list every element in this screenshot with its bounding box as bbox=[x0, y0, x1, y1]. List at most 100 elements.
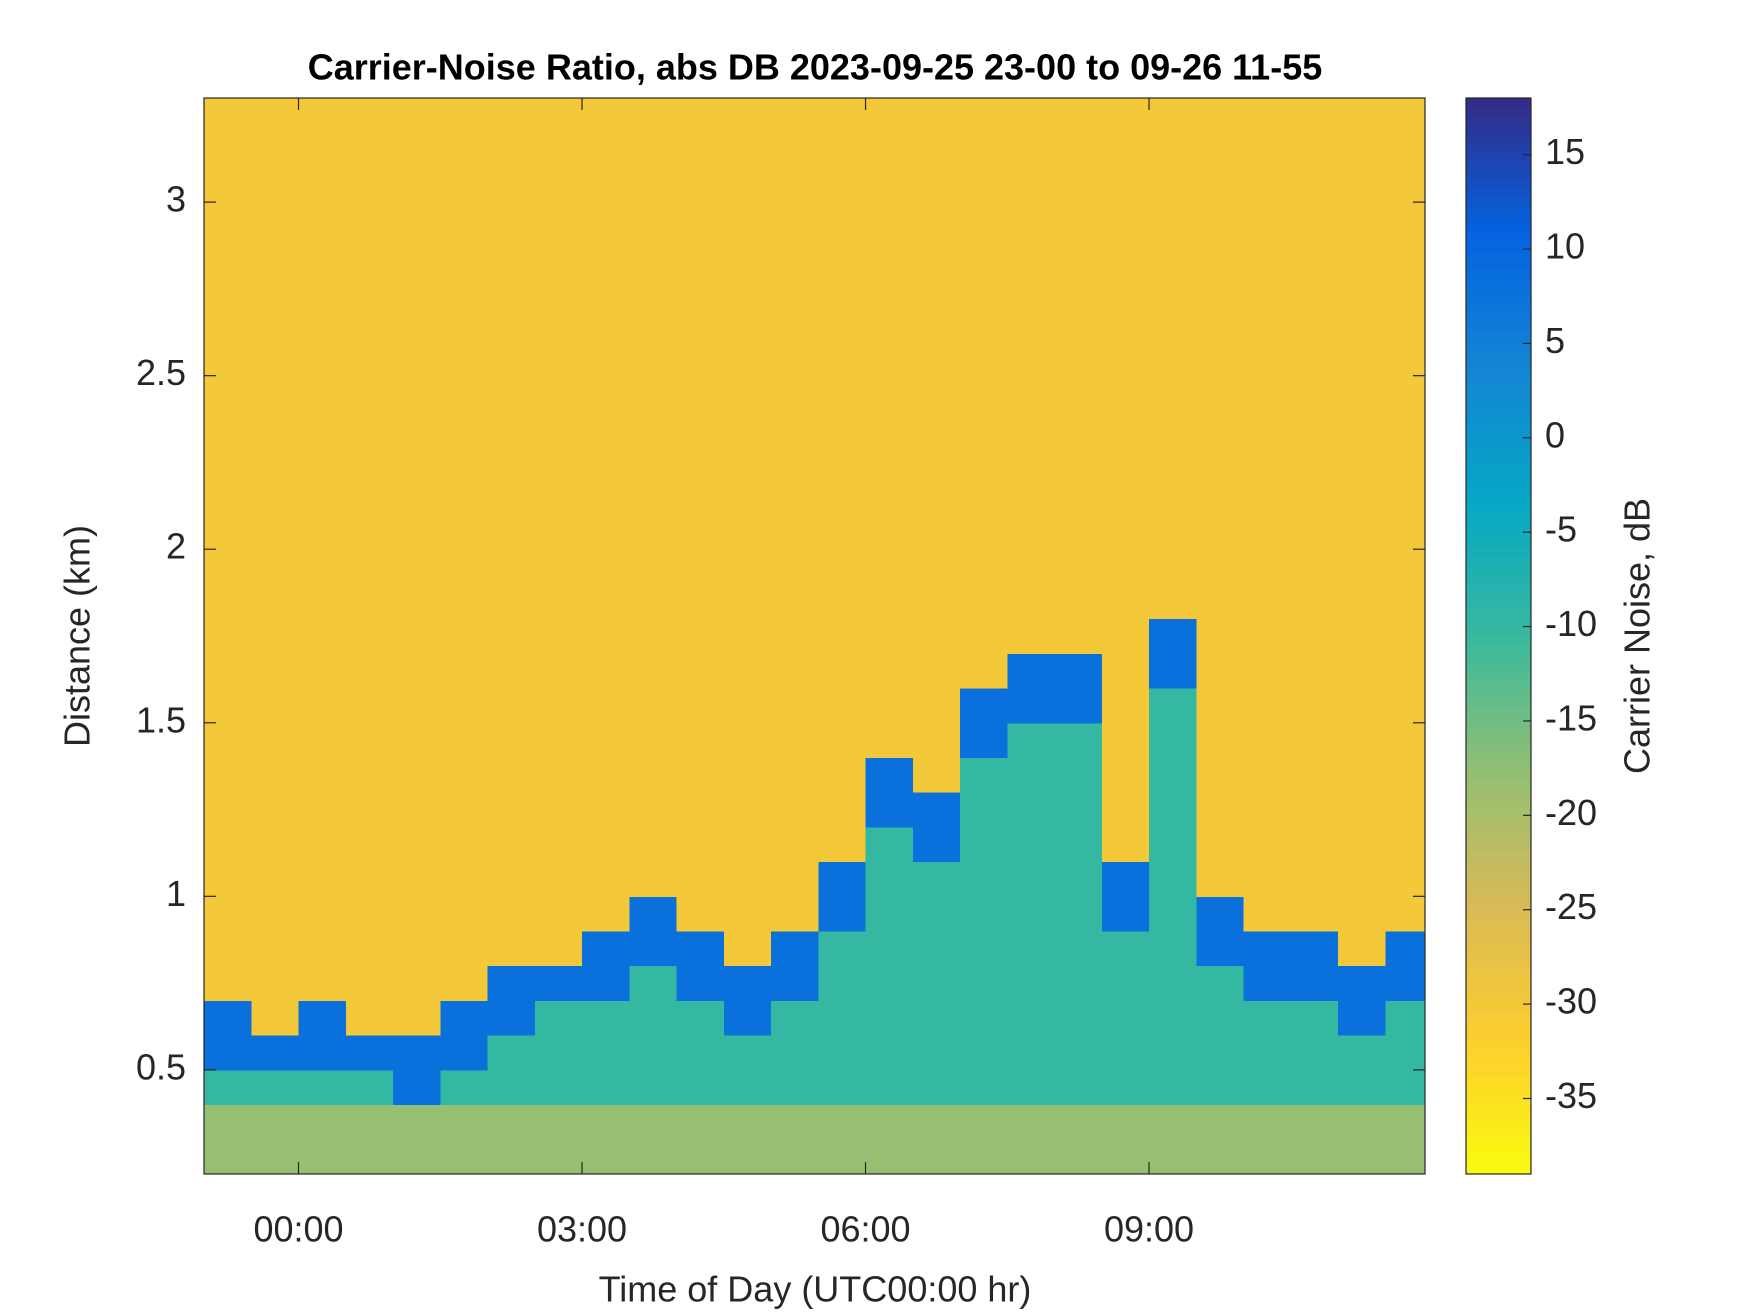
y-tick-label: 3 bbox=[166, 179, 186, 220]
heatmap-cell bbox=[629, 514, 678, 550]
heatmap-cell bbox=[629, 1139, 678, 1175]
heatmap-cell bbox=[251, 931, 300, 967]
heatmap-cell bbox=[1243, 98, 1292, 516]
heatmap-cell bbox=[912, 896, 961, 932]
heatmap-cell bbox=[771, 792, 819, 828]
heatmap-cell bbox=[1290, 688, 1339, 724]
heatmap-cell bbox=[345, 653, 394, 689]
heatmap-cell bbox=[771, 1069, 819, 1106]
colorbar-strip bbox=[1466, 241, 1531, 252]
heatmap-cell bbox=[1290, 98, 1339, 516]
heatmap-cell bbox=[1149, 826, 1197, 863]
heatmap-cell bbox=[582, 722, 630, 758]
heatmap-cell bbox=[204, 514, 252, 550]
colorbar-strip bbox=[1466, 815, 1531, 825]
heatmap-cell bbox=[960, 722, 1008, 758]
heatmap-cell bbox=[487, 98, 536, 516]
colorbar-strip bbox=[1466, 976, 1531, 987]
heatmap-cell bbox=[676, 1000, 725, 1036]
heatmap-cell bbox=[440, 1035, 489, 1071]
heatmap-cell bbox=[440, 965, 489, 1001]
heatmap-cell bbox=[487, 653, 536, 689]
heatmap-cell bbox=[1290, 1104, 1339, 1140]
heatmap-cell bbox=[298, 583, 347, 620]
colorbar-strip bbox=[1466, 1102, 1531, 1112]
heatmap-cell bbox=[204, 896, 252, 932]
heatmap-cell bbox=[204, 688, 252, 724]
heatmap-cell bbox=[345, 826, 394, 863]
heatmap-cell bbox=[1290, 896, 1339, 932]
heatmap-cell bbox=[1290, 1139, 1339, 1175]
colorbar-strip bbox=[1466, 600, 1531, 610]
heatmap-cell bbox=[818, 1035, 867, 1071]
heatmap-cell bbox=[676, 549, 725, 585]
heatmap-cell bbox=[1243, 653, 1292, 689]
heatmap-cell bbox=[912, 792, 961, 828]
heatmap-cell bbox=[487, 722, 536, 758]
colorbar-strip bbox=[1466, 905, 1531, 915]
colorbar-tick-label: -5 bbox=[1545, 509, 1577, 550]
heatmap-cell bbox=[251, 1035, 300, 1071]
heatmap-cell bbox=[1385, 1104, 1426, 1140]
colorbar-strip bbox=[1466, 214, 1531, 225]
colorbar-strip bbox=[1466, 967, 1531, 978]
heatmap-cell bbox=[298, 861, 347, 897]
heatmap-cell bbox=[1196, 1035, 1245, 1071]
colorbar-strip bbox=[1466, 510, 1531, 521]
heatmap-cell bbox=[298, 653, 347, 689]
heatmap-cell bbox=[1101, 1104, 1150, 1140]
heatmap-cell bbox=[487, 618, 536, 654]
heatmap-cell bbox=[818, 896, 867, 932]
heatmap-cell bbox=[345, 98, 394, 516]
heatmap-cell bbox=[1338, 549, 1386, 585]
heatmap-cell bbox=[865, 861, 914, 897]
heatmap-cell bbox=[629, 1104, 678, 1140]
heatmap-cell bbox=[723, 98, 772, 516]
heatmap-cell bbox=[960, 931, 1008, 967]
heatmap-cell bbox=[1290, 826, 1339, 863]
colorbar-strip bbox=[1466, 331, 1531, 341]
heatmap-cell bbox=[1196, 965, 1245, 1001]
heatmap-cell bbox=[676, 1035, 725, 1071]
colorbar-strip bbox=[1466, 770, 1531, 781]
colorbar-strip bbox=[1466, 734, 1531, 745]
heatmap-cell bbox=[865, 618, 914, 654]
heatmap-cell bbox=[629, 1035, 678, 1071]
heatmap-cell bbox=[1385, 896, 1426, 932]
heatmap-cell bbox=[204, 722, 252, 758]
heatmap-cell bbox=[865, 1000, 914, 1036]
heatmap-cell bbox=[534, 826, 583, 863]
heatmap-cell bbox=[1101, 931, 1150, 967]
heatmap-cell bbox=[865, 98, 914, 516]
colorbar-strip bbox=[1466, 1084, 1531, 1094]
heatmap-cell bbox=[1101, 549, 1150, 585]
colorbar-strip bbox=[1466, 420, 1531, 431]
heatmap-cell bbox=[582, 931, 630, 967]
heatmap-cell bbox=[818, 792, 867, 828]
heatmap-cell bbox=[1101, 965, 1150, 1001]
heatmap-cell bbox=[912, 1035, 961, 1071]
colorbar-strip bbox=[1466, 573, 1531, 583]
heatmap-cell bbox=[204, 1000, 252, 1036]
colorbar-strip bbox=[1466, 680, 1531, 691]
heatmap-cell bbox=[1338, 861, 1386, 897]
colorbar: -35 -30 -25 -20 -15 -10 -5 0 5 10 15 bbox=[1465, 97, 1597, 1175]
heatmap-cell bbox=[298, 549, 347, 585]
heatmap-cell bbox=[487, 1035, 536, 1071]
colorbar-strip bbox=[1466, 1057, 1531, 1067]
heatmap-cell bbox=[1149, 583, 1197, 620]
heatmap-cell bbox=[960, 98, 1008, 516]
colorbar-strip bbox=[1466, 232, 1531, 243]
heatmap-cell bbox=[582, 757, 630, 793]
heatmap-cell bbox=[1007, 861, 1056, 897]
heatmap-cell bbox=[251, 861, 300, 897]
colorbar-tick-label: -15 bbox=[1545, 697, 1597, 738]
colorbar-strip bbox=[1466, 896, 1531, 906]
heatmap-cell bbox=[1054, 549, 1103, 585]
chart-title: Carrier-Noise Ratio, abs DB 2023-09-25 2… bbox=[308, 47, 1323, 88]
heatmap-cell bbox=[676, 688, 725, 724]
heatmap-cell bbox=[818, 1104, 867, 1140]
heatmap-cell bbox=[1338, 583, 1386, 620]
y-tick-label: 0.5 bbox=[136, 1046, 186, 1087]
heatmap-cell bbox=[629, 896, 678, 932]
